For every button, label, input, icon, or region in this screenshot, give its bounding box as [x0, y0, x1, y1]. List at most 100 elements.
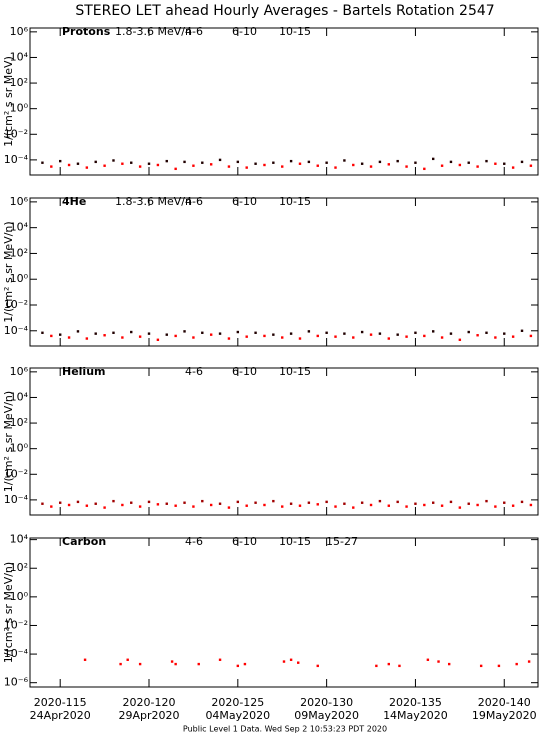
data-point — [130, 161, 133, 164]
data-point — [218, 332, 222, 335]
chart-title: STEREO LET ahead Hourly Averages - Barte… — [75, 3, 494, 19]
legend-entry: 4-6 — [185, 365, 203, 378]
data-point — [307, 160, 311, 164]
data-point — [467, 161, 470, 164]
data-point — [511, 504, 515, 507]
data-point — [414, 161, 417, 164]
data-point — [343, 332, 346, 335]
y-axis-label: 1/(cm² s sr MeV) — [2, 56, 15, 147]
data-point — [236, 330, 240, 334]
data-point — [254, 501, 257, 504]
data-point — [298, 162, 302, 165]
data-point — [497, 664, 501, 668]
data-point — [281, 505, 284, 508]
x-tick-date: 09May2020 — [294, 709, 359, 722]
data-point — [227, 337, 231, 340]
legend-entry: 4-6 — [185, 25, 203, 38]
data-point — [112, 159, 115, 162]
data-point — [201, 161, 204, 164]
data-point — [147, 332, 151, 335]
y-tick-label: 10² — [10, 76, 28, 89]
data-point — [138, 335, 142, 338]
data-point — [307, 501, 311, 504]
data-point — [352, 506, 355, 509]
data-point — [527, 660, 531, 663]
y-tick-label: 10⁰ — [10, 102, 29, 115]
data-point — [423, 503, 426, 507]
data-point — [165, 502, 168, 505]
panel-label: Carbon — [62, 535, 106, 548]
data-point — [94, 332, 97, 335]
data-point — [369, 333, 373, 336]
data-point — [165, 333, 168, 336]
data-point — [405, 165, 408, 168]
data-point — [398, 664, 401, 668]
data-point — [476, 165, 479, 168]
data-point — [94, 160, 97, 164]
x-tick-label: 2020-140 — [478, 696, 531, 709]
data-point — [334, 335, 337, 338]
y-axis-label: 1/(cm² s sr MeV/n) — [2, 221, 15, 322]
y-tick-label: 10⁴ — [10, 390, 29, 403]
data-point — [192, 164, 195, 167]
plot-frame — [29, 367, 539, 516]
data-point — [245, 504, 248, 507]
data-point — [289, 502, 293, 505]
data-point — [218, 502, 222, 505]
data-point — [440, 336, 444, 339]
data-point — [307, 330, 311, 333]
data-point — [121, 503, 124, 507]
data-point — [156, 503, 160, 506]
data-point — [156, 338, 160, 341]
data-point — [67, 336, 71, 339]
data-point — [334, 505, 337, 508]
data-point — [197, 662, 200, 666]
data-point — [360, 501, 364, 504]
data-point — [192, 505, 195, 508]
data-point — [378, 499, 382, 503]
x-tick-label: 2020-135 — [389, 696, 442, 709]
data-point — [485, 499, 488, 503]
data-point — [440, 164, 444, 167]
data-point — [520, 160, 524, 164]
data-point — [449, 500, 453, 504]
data-point — [236, 160, 240, 164]
y-tick-label: 10⁻⁴ — [4, 324, 29, 337]
data-point — [494, 505, 497, 508]
legend-entry: 6-10 — [232, 535, 257, 548]
data-point — [85, 337, 89, 340]
data-point — [467, 502, 470, 505]
data-point — [227, 165, 231, 168]
data-point — [165, 159, 168, 163]
data-point — [130, 330, 133, 334]
y-tick-label: 10⁶ — [10, 365, 29, 378]
data-point — [529, 164, 533, 167]
data-point — [254, 162, 257, 165]
data-point — [83, 658, 87, 661]
x-tick-label: 2020-120 — [123, 696, 176, 709]
legend-entry: 10-15 — [279, 365, 311, 378]
data-point — [494, 162, 497, 165]
data-point — [227, 506, 231, 509]
data-point — [103, 334, 106, 337]
x-tick-label: 2020-125 — [211, 696, 264, 709]
data-point — [201, 499, 204, 503]
footer: Public Level 1 Data. Wed Sep 2 10:53:23 … — [183, 725, 387, 734]
legend-entry: 6-10 — [232, 25, 257, 38]
legend-entry: 10-15 — [279, 195, 311, 208]
data-point — [369, 165, 373, 168]
data-point — [325, 161, 328, 164]
y-tick-label: 10⁻⁶ — [4, 676, 29, 689]
plot-frame — [29, 27, 539, 176]
y-tick-label: 10⁻⁴ — [4, 493, 29, 506]
data-point — [85, 504, 89, 507]
plot-frame — [29, 197, 539, 347]
legend-entry: 6-10 — [232, 365, 257, 378]
data-point — [423, 167, 426, 171]
legend-entry: 15-27 — [326, 535, 358, 548]
legend-entry: 4-6 — [185, 195, 203, 208]
data-point — [263, 163, 266, 167]
data-point — [396, 500, 399, 504]
y-axis-label: 1/(cm² s sr MeV/n) — [2, 391, 15, 492]
data-point — [147, 500, 151, 504]
